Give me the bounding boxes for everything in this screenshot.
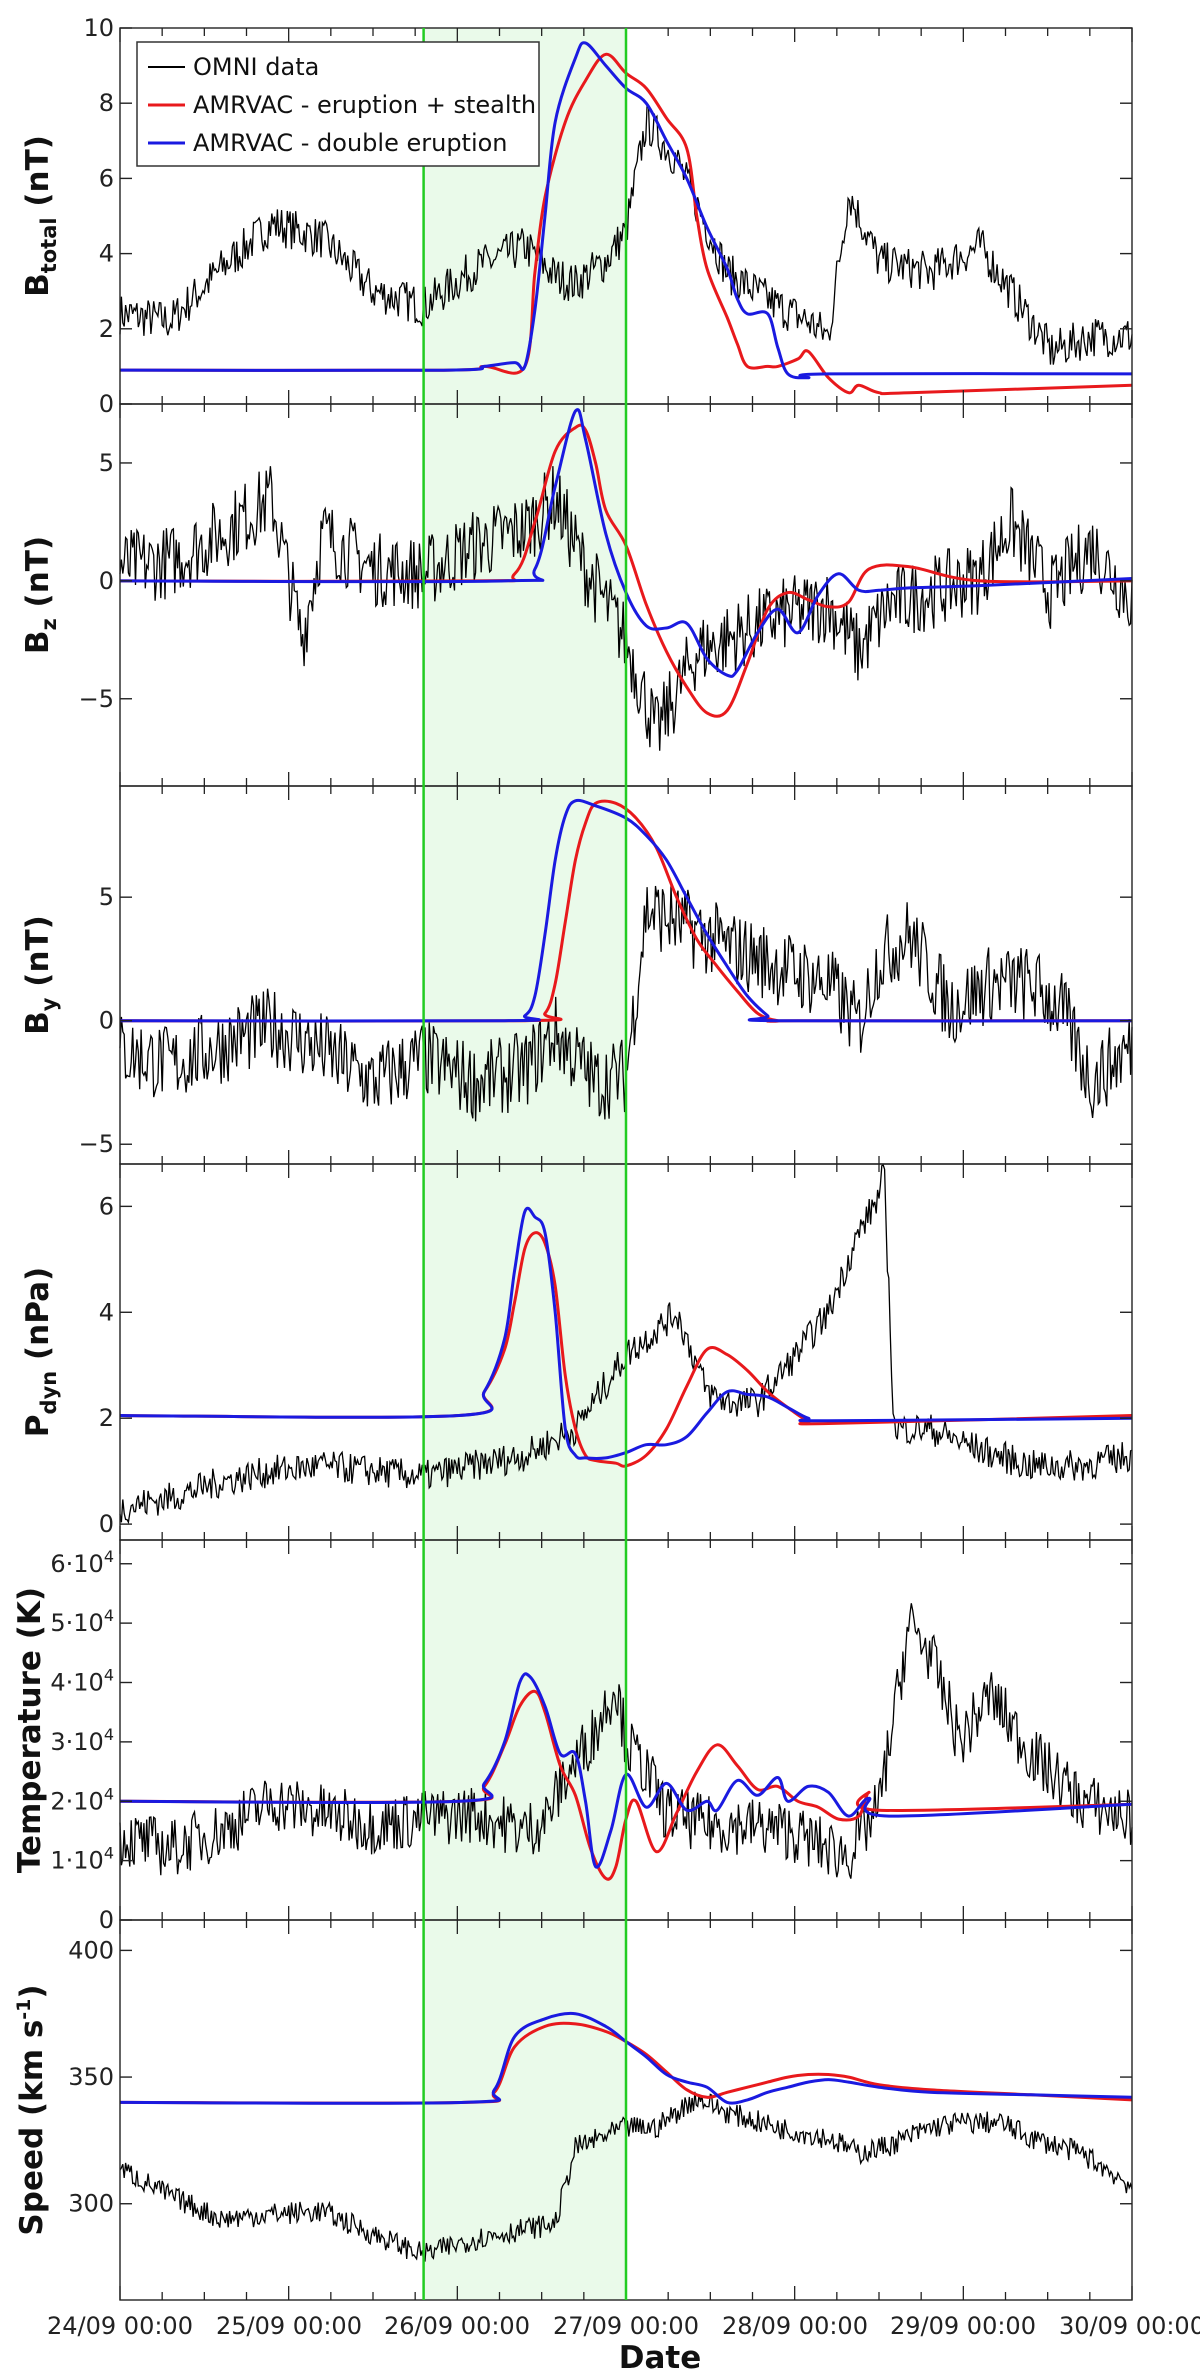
- y-tick-label-btotal-2: 4: [99, 240, 114, 268]
- y-tick-exponent: 4: [104, 1725, 114, 1744]
- y-tick-label-pdyn-1: 2: [99, 1404, 114, 1432]
- model-series-layer: [119, 41, 1133, 2105]
- y-axis-title-temp: Temperature (K): [12, 1587, 48, 1873]
- panel-frames: [119, 27, 1133, 2301]
- y-tick-label-btotal-5: 10: [83, 14, 114, 42]
- y-title-exponent: -1: [13, 1999, 35, 2020]
- x-tick-label-3: 27/09 00:00: [553, 2312, 699, 2340]
- x-tick-label-0: 24/09 00:00: [47, 2312, 193, 2340]
- x-tick-label-5: 29/09 00:00: [890, 2312, 1036, 2340]
- y-tick-label-temp-4: 4·104: [50, 1666, 114, 1697]
- x-axis-title: Date: [619, 2340, 702, 2376]
- y-title-main: P: [20, 1414, 56, 1437]
- y-axis-title-pdyn: Pdyn (nPa): [20, 1267, 61, 1437]
- legend-label-omni: OMNI data: [193, 53, 319, 81]
- x-tick-label-4: 28/09 00:00: [722, 2312, 868, 2340]
- model-line-temp-double: [119, 1672, 1133, 1869]
- model-line-pdyn-double: [119, 1206, 1133, 1460]
- y-axis-title-bz: Bz (nT): [20, 536, 61, 654]
- y-title-unit: (nT): [20, 536, 56, 618]
- y-tick-label-temp-1: 1·104: [50, 1844, 114, 1875]
- x-tick-label-1: 25/09 00:00: [216, 2312, 362, 2340]
- axis-labels: 0 2 4 6 8 10 Btotal (nT) −5 0 5 Bz (nT) −5 0 5 By (nT)…: [12, 14, 1200, 2340]
- y-title-subscript: y: [37, 997, 61, 1011]
- y-tick-label-by-0: −5: [79, 1130, 114, 1158]
- y-tick-label-speed-2: 400: [68, 1936, 114, 1964]
- legend-box: [136, 41, 540, 167]
- y-tick-label-btotal-1: 2: [99, 315, 114, 343]
- legend: OMNI data AMRVAC - eruption + stealth AM…: [136, 41, 540, 167]
- y-title-unit: (km s: [14, 2020, 50, 2127]
- model-line-bz-stealth: [119, 423, 1133, 718]
- y-tick-label-btotal-4: 8: [99, 89, 114, 117]
- y-tick-label-speed-1: 350: [68, 2063, 114, 2091]
- legend-label-stealth: AMRVAC - eruption + stealth: [193, 91, 536, 119]
- y-tick-label-bz-0: −5: [79, 685, 114, 713]
- y-tick-label-speed-0: 300: [68, 2190, 114, 2218]
- x-tick-label-2: 26/09 00:00: [384, 2312, 530, 2340]
- model-line-btotal-stealth: [119, 52, 1133, 396]
- y-tick-label-temp-2: 2·104: [50, 1784, 114, 1815]
- y-tick-label-by-1: 0: [99, 1007, 114, 1035]
- y-tick-exponent: 4: [104, 1666, 114, 1685]
- model-line-btotal-double: [119, 41, 1133, 380]
- y-tick-label-pdyn-2: 4: [99, 1298, 114, 1326]
- y-title-main: B: [20, 630, 56, 654]
- model-line-bz-double: [119, 408, 1133, 678]
- y-tick-exponent: 4: [104, 1606, 114, 1625]
- y-axis-title-speed: Speed (km s-1): [13, 1984, 50, 2235]
- y-tick-label-btotal-3: 6: [99, 164, 114, 192]
- y-tick-label-pdyn-3: 6: [99, 1192, 114, 1220]
- y-tick-label-temp-0: 0: [99, 1906, 114, 1934]
- y-title-subscript: z: [37, 618, 61, 630]
- y-tick-label-pdyn-0: 0: [99, 1510, 114, 1538]
- x-tick-label-6: 30/09 00:00: [1059, 2312, 1200, 2340]
- y-tick-label-temp-3: 3·104: [50, 1725, 114, 1756]
- y-title-main: Speed: [14, 2127, 50, 2236]
- y-tick-label-bz-2: 5: [99, 449, 114, 477]
- y-title-unit: (nT): [20, 915, 56, 997]
- y-tick-label-temp-6: 6·104: [50, 1547, 114, 1578]
- y-title-main: Temperature: [12, 1650, 48, 1873]
- y-tick-exponent: 4: [104, 1844, 114, 1863]
- y-tick-label-bz-1: 0: [99, 567, 114, 595]
- y-title-unit: (K): [12, 1587, 48, 1650]
- y-title-subscript: dyn: [37, 1371, 61, 1415]
- y-axis-title-by: By (nT): [20, 915, 61, 1035]
- y-tick-exponent: 4: [104, 1547, 114, 1566]
- model-line-speed-double: [119, 2011, 1133, 2105]
- y-tick-label-by-2: 5: [99, 883, 114, 911]
- y-tick-exponent: 4: [104, 1784, 114, 1803]
- y-title-subscript: total: [37, 217, 61, 273]
- y-title-unit: (nT): [20, 135, 56, 217]
- y-tick-label-btotal-0: 0: [99, 390, 114, 418]
- y-title-main: B: [20, 273, 56, 297]
- y-title-unit: (nPa): [20, 1267, 56, 1371]
- y-axis-title-btotal: Btotal (nT): [20, 135, 61, 297]
- y-tick-label-temp-5: 5·104: [50, 1606, 114, 1637]
- y-title-close: ): [14, 1984, 50, 1998]
- model-line-speed-stealth: [119, 2021, 1133, 2105]
- legend-label-double: AMRVAC - double eruption: [193, 129, 508, 157]
- model-line-temp-stealth: [119, 1689, 1133, 1881]
- y-title-main: B: [20, 1011, 56, 1035]
